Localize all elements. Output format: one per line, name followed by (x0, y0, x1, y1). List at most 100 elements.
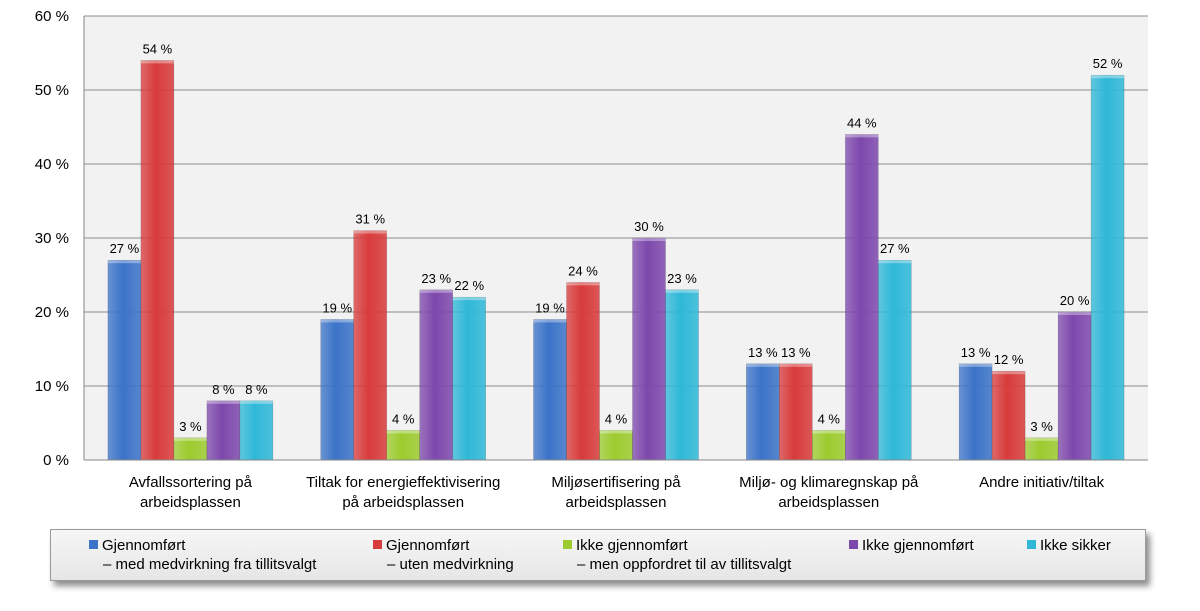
legend-swatch (373, 540, 382, 549)
bar-top-highlight (1091, 75, 1125, 79)
data-label: 13 % (748, 345, 778, 360)
legend-sublabel: – uten medvirkning (387, 556, 514, 573)
legend-swatch (1027, 540, 1036, 549)
bar (386, 430, 420, 461)
bar (665, 289, 699, 461)
bar-top-highlight (452, 297, 486, 301)
data-labels: 27 %54 %3 %8 % 8 %19 %31 %4 %23 % 22 %19 %… (110, 41, 1123, 433)
bar-top-highlight (206, 400, 240, 404)
bar (353, 230, 387, 461)
bar (779, 363, 813, 461)
bar (107, 259, 142, 461)
y-tick-label: 20 % (35, 304, 69, 321)
legend-label: Ikke sikker (1040, 537, 1111, 554)
data-label: 52 % (1093, 56, 1123, 71)
bar-top-highlight (239, 400, 273, 404)
data-label: 27 % (880, 241, 910, 256)
y-axis-ticks: 0 % 10 % 20 % 30 % 40 % 50 % 60 % (35, 8, 69, 469)
category-label: arbeidsplassen (566, 494, 667, 511)
bar-top-highlight (353, 230, 387, 234)
bar (1024, 437, 1059, 461)
legend-label: Ikke gjennomført (576, 537, 688, 554)
data-label: 8 % (245, 382, 268, 397)
bars (107, 60, 1125, 461)
bar (878, 259, 912, 461)
y-tick-label: 50 % (35, 82, 69, 99)
bar (812, 430, 846, 461)
legend: Gjennomført – med medvirkning fra tillit… (50, 529, 1146, 581)
y-tick-label: 30 % (35, 230, 69, 247)
legend-swatch (563, 540, 572, 549)
bar (845, 134, 879, 461)
y-tick-label: 10 % (35, 378, 69, 395)
data-label: 20 % (1060, 293, 1090, 308)
category-label: Andre initiativ/tiltak (979, 474, 1105, 491)
data-label: 30 % (634, 219, 664, 234)
bar-top-highlight (665, 289, 699, 293)
bar (173, 437, 208, 461)
data-label: 31 % (355, 212, 385, 227)
legend-label: Ikke gjennomført (862, 537, 974, 554)
bar-top-highlight (845, 134, 879, 138)
legend-item-ikke-gjennomfort-oppfordret: Ikke gjennomført – men oppfordret til av… (563, 536, 791, 574)
bar (746, 363, 780, 461)
category-label: Avfallssortering på (129, 474, 253, 491)
bar-top-highlight (533, 319, 567, 323)
data-label: 19 % (535, 300, 565, 315)
legend-swatch (89, 540, 98, 549)
bar (958, 363, 993, 461)
bar-top-highlight (746, 363, 780, 367)
data-label: 3 % (1030, 419, 1053, 434)
bar (452, 296, 486, 461)
bar-top-highlight (779, 363, 813, 367)
data-label: 27 % (110, 241, 140, 256)
bar-top-highlight (1025, 437, 1059, 441)
data-label: 4 % (818, 411, 841, 426)
bar-top-highlight (632, 238, 666, 241)
data-label: 54 % (143, 41, 173, 56)
bar (566, 282, 600, 461)
bar-top-highlight (1058, 312, 1092, 315)
bar-top-highlight (812, 430, 846, 434)
bar-top-highlight (140, 60, 174, 64)
bar-top-highlight (419, 289, 453, 293)
bar-top-highlight (878, 260, 912, 264)
data-label: 4 % (392, 411, 415, 426)
bar-top-highlight (992, 371, 1026, 375)
legend-label: Gjennomført (386, 537, 470, 554)
bar-top-highlight (599, 430, 633, 434)
data-label: 4 % (605, 411, 628, 426)
bar (419, 289, 453, 461)
bar (533, 319, 567, 461)
bar-top-highlight (107, 260, 141, 264)
legend-label: Gjennomført (102, 537, 186, 554)
data-label: 13 % (781, 345, 811, 360)
bar (991, 370, 1026, 461)
bar-top-highlight (566, 282, 600, 286)
data-label: 22 % (454, 278, 484, 293)
category-label: arbeidsplassen (140, 494, 241, 511)
data-label: 13 % (961, 345, 991, 360)
category-label: på arbeidsplassen (342, 494, 464, 511)
category-label: Miljøsertifisering på (551, 474, 681, 491)
bar (632, 237, 666, 461)
data-label: 23 % (667, 271, 697, 286)
bar (1090, 74, 1125, 461)
bar (599, 430, 633, 461)
bar-top-highlight (320, 319, 354, 323)
legend-item-ikke-sikker: Ikke sikker (1027, 536, 1111, 555)
category-labels: Avfallssortering på arbeidsplassen Tiltak … (129, 474, 1105, 511)
data-label: 24 % (568, 263, 598, 278)
category-label: Tiltak for energieffektivisering (306, 474, 500, 491)
data-label: 23 % (421, 271, 451, 286)
gridlines (84, 15, 1148, 387)
bar-top-highlight (959, 363, 993, 367)
bar-top-highlight (386, 430, 420, 434)
data-label: 19 % (322, 300, 352, 315)
data-label: 8 % (212, 382, 235, 397)
legend-sublabel: – med medvirkning fra tillitsvalgt (103, 556, 317, 573)
y-tick-label: 60 % (35, 8, 69, 25)
data-label: 3 % (179, 419, 202, 434)
bar-top-highlight (173, 437, 207, 441)
category-label: Miljø- og klimaregnskap på (739, 474, 919, 491)
